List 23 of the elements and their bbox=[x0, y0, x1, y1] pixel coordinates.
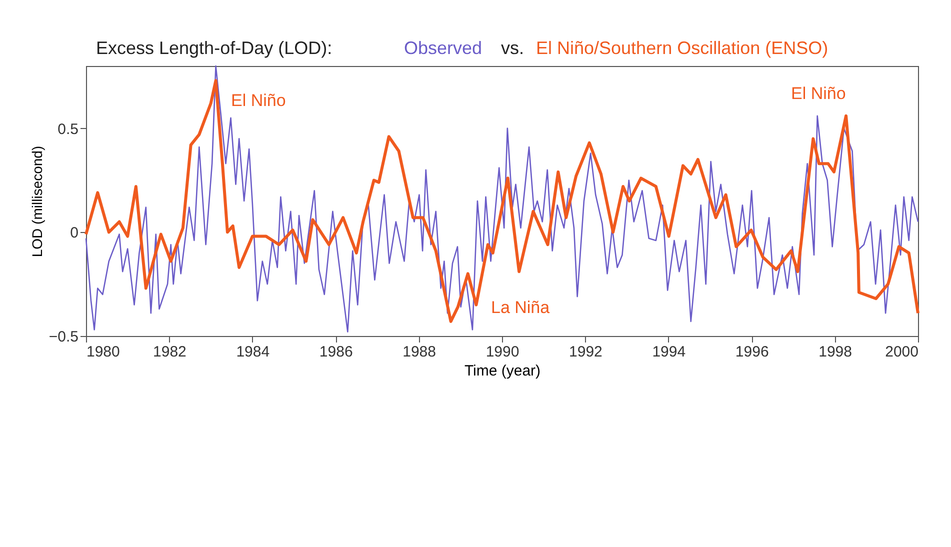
x-tick-label: 1980 bbox=[86, 344, 120, 360]
y-tick-label: −0.5 bbox=[48, 328, 78, 346]
x-tick-label: 1998 bbox=[818, 344, 852, 360]
x-tick-label: 1996 bbox=[735, 344, 769, 360]
x-tick-label: 1986 bbox=[319, 344, 353, 360]
text: Observed bbox=[404, 38, 482, 58]
annotation: La Niña bbox=[491, 298, 550, 317]
text: vs. bbox=[501, 38, 524, 58]
annotation: El Niño bbox=[231, 91, 286, 110]
y-axis-title: LOD (millisecond) bbox=[28, 146, 45, 258]
text: El Niño/Southern Oscillation (ENSO) bbox=[536, 38, 828, 58]
x-tick-label: 1990 bbox=[486, 344, 520, 360]
x-tick-label: 1982 bbox=[153, 344, 186, 360]
y-tick-label: 0.5 bbox=[58, 120, 78, 138]
y-tick-label: 0 bbox=[70, 224, 78, 242]
x-tick-label: 2000 bbox=[885, 344, 918, 360]
x-tick-label: 1992 bbox=[569, 344, 602, 360]
x-tick-label: 1988 bbox=[402, 344, 436, 360]
x-tick-label: 1994 bbox=[652, 344, 686, 360]
x-tick-label: 1984 bbox=[236, 344, 270, 360]
annotation: El Niño bbox=[791, 84, 846, 103]
x-axis-title: Time (year) bbox=[464, 362, 541, 380]
chart-title: Excess Length-of-Day (LOD): bbox=[96, 38, 332, 58]
